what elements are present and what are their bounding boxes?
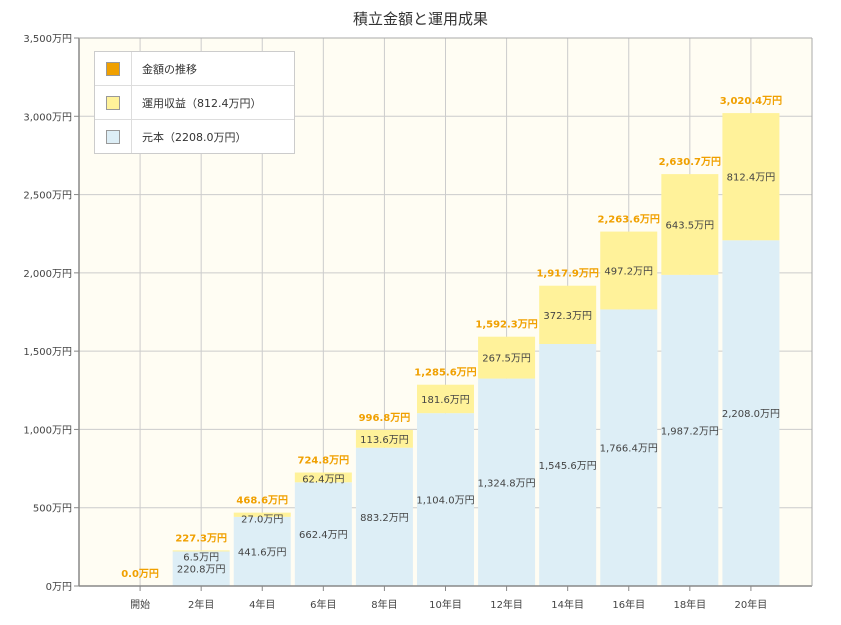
data-label-principal: 1,104.0万円 (416, 496, 474, 507)
data-label-total: 2,263.6万円 (598, 214, 660, 226)
data-label-returns: 643.5万円 (666, 220, 715, 231)
data-label-returns: 113.6万円 (360, 435, 409, 446)
data-label-total: 996.8万円 (359, 412, 411, 424)
bar-principal (661, 274, 719, 586)
bar-returns (172, 550, 230, 552)
data-label-total: 724.8万円 (298, 455, 350, 467)
x-tick-label: 2年目 (188, 598, 214, 611)
data-label-total: 468.6万円 (236, 495, 288, 507)
data-label-returns: 27.0万円 (241, 515, 283, 526)
y-tick-label: 3,500万円 (23, 34, 72, 45)
bar-principal (172, 551, 230, 586)
data-label-returns: 497.2万円 (604, 267, 653, 278)
bar-returns (355, 429, 413, 448)
bar-principal (294, 482, 352, 586)
bar-principal (600, 309, 658, 586)
bar-returns (417, 384, 474, 414)
data-label-total: 1,285.6万円 (414, 367, 476, 379)
bar-returns (539, 285, 597, 345)
bar-returns (294, 472, 352, 483)
x-tick-label: 20年目 (735, 598, 768, 611)
y-tick-label: 1,000万円 (23, 425, 72, 436)
data-label-total: 1,592.3万円 (475, 319, 537, 331)
data-label-principal: 2,208.0万円 (722, 409, 780, 420)
x-tick-label: 16年目 (612, 598, 645, 611)
x-tick-label: 18年目 (673, 598, 706, 611)
data-label-returns: 812.4万円 (727, 173, 776, 184)
data-label-principal: 1,987.2万円 (661, 426, 719, 437)
data-label-principal: 1,766.4万円 (600, 444, 658, 455)
data-label-total: 3,020.4万円 (720, 95, 782, 107)
bar-principal (417, 413, 474, 586)
bar-returns (600, 231, 658, 310)
bar-returns (233, 512, 291, 517)
data-label-principal: 883.2万円 (360, 513, 409, 524)
data-label-total: 227.3万円 (175, 532, 227, 544)
data-label-returns: 372.3万円 (543, 311, 592, 322)
bar-returns (478, 336, 536, 379)
data-label-returns: 6.5万円 (183, 552, 219, 563)
y-tick-label: 2,500万円 (23, 191, 72, 202)
y-tick-label: 2,000万円 (23, 269, 72, 280)
y-tick-label: 1,500万円 (23, 347, 72, 358)
legend-label-principal: 元本（2208.0万円） (142, 130, 247, 144)
data-label-principal: 1,324.8万円 (477, 478, 535, 489)
data-label-total: 2,630.7万円 (659, 156, 721, 168)
legend-item-returns[interactable]: 運用収益（812.4万円） (95, 86, 294, 120)
legend-swatch-returns (106, 95, 120, 110)
legend-label-total: 金額の推移 (142, 62, 197, 76)
y-tick-label: 500万円 (33, 504, 72, 515)
bar-principal (478, 378, 536, 586)
data-label-principal: 441.6万円 (238, 547, 287, 558)
legend-item-principal[interactable]: 元本（2208.0万円） (95, 120, 294, 153)
data-label-principal: 220.8万円 (177, 565, 226, 576)
legend-item-total[interactable]: 金額の推移 (95, 52, 294, 86)
x-tick-label: 8年目 (371, 598, 397, 611)
x-tick-label: 6年目 (310, 598, 336, 611)
bar-principal (355, 447, 413, 586)
legend: 金額の推移 運用収益（812.4万円） 元本（2208.0万円） (94, 51, 295, 154)
y-tick-label: 3,000万円 (23, 112, 72, 123)
legend-swatch-principal (106, 129, 120, 144)
bar-returns (722, 113, 780, 241)
x-tick-label: 4年目 (249, 598, 275, 611)
data-label-returns: 62.4万円 (302, 475, 344, 486)
x-tick-label: 12年目 (490, 598, 523, 611)
x-tick-label: 開始 (130, 598, 150, 611)
chart-title: 積立金額と運用成果 (352, 10, 488, 28)
data-label-principal: 1,545.6万円 (539, 461, 597, 472)
data-label-total: 1,917.9万円 (536, 268, 598, 280)
bar-principal (722, 240, 780, 586)
x-tick-label: 10年目 (429, 598, 462, 611)
data-label-returns: 267.5万円 (482, 354, 531, 365)
data-label-returns: 181.6万円 (421, 395, 470, 406)
y-tick-label: 0万円 (46, 582, 72, 593)
bar-principal (233, 516, 291, 586)
legend-swatch-total (106, 61, 120, 76)
x-tick-label: 14年目 (551, 598, 584, 611)
data-label-total: 0.0万円 (121, 568, 159, 580)
bar-returns (661, 174, 719, 275)
bar-principal (539, 344, 597, 586)
legend-label-returns: 運用収益（812.4万円） (142, 96, 262, 110)
data-label-principal: 662.4万円 (299, 530, 348, 541)
